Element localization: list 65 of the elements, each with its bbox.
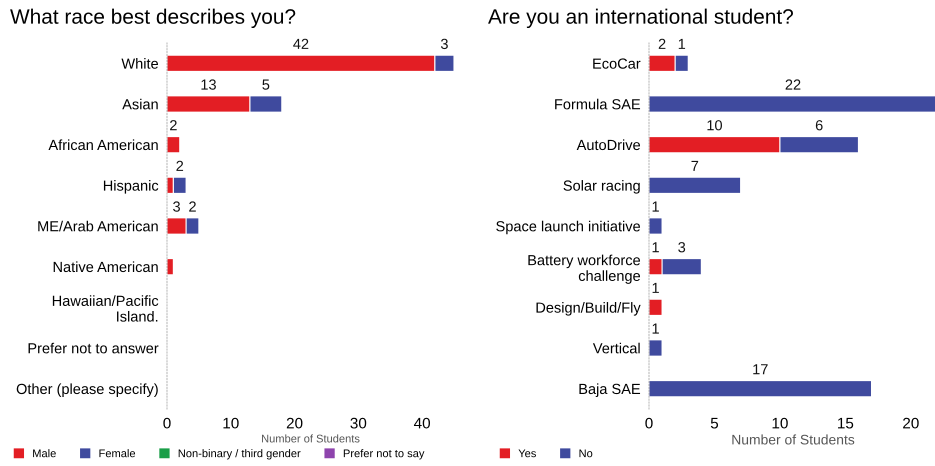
y-tick-label: African American [48, 139, 158, 150]
data-label: 5 [262, 80, 270, 90]
x-tick-label: 0 [645, 418, 653, 429]
data-label: 3 [440, 38, 448, 50]
x-tick-label: 5 [710, 418, 718, 429]
legend-label: Female [99, 449, 136, 458]
bar [649, 217, 663, 235]
data-label: 2 [176, 160, 184, 171]
data-label: 2 [170, 120, 177, 130]
y-tick-label: EcoCar [593, 58, 640, 69]
legend-label: Male [33, 449, 56, 458]
data-label: 1 [652, 202, 659, 212]
y-tick-label: Battery workforce challenge [528, 254, 640, 284]
data-label: 42 [293, 38, 308, 49]
y-tick-label: Design/Build/Fly [536, 302, 641, 316]
x-tick-label: 20 [903, 418, 919, 429]
y-tick-label: ME/Arab American [38, 220, 158, 232]
y-tick-label: Hispanic [104, 180, 158, 194]
data-label: 7 [692, 160, 698, 171]
bar [167, 136, 180, 154]
legend-label: Non-binary / third gender [178, 449, 301, 460]
x-tick-label: 10 [223, 418, 239, 429]
x-axis-title: Number of Students [732, 434, 854, 445]
chart-title: Are you an international student? [488, 8, 793, 28]
x-tick-label: 30 [350, 418, 366, 429]
bar [167, 258, 174, 276]
legend-label: Prefer not to say [344, 449, 424, 460]
bar [649, 298, 663, 316]
y-tick-label: Formula SAE [555, 98, 640, 110]
y-tick-label: White [121, 58, 158, 69]
legend-label: No [579, 450, 592, 458]
y-tick-label: Space launch initiative [496, 220, 640, 234]
data-label: 13 [201, 79, 216, 90]
y-tick-label: Prefer not to answer [28, 342, 158, 354]
y-tick-label: Hawaiian/Pacific Island. [52, 295, 158, 322]
y-tick-label: Asian [122, 98, 158, 110]
data-label: 3 [678, 242, 686, 252]
data-label: 10 [707, 120, 722, 130]
y-tick-label: Other (please specify) [16, 383, 158, 397]
x-axis-title: Number of Students [262, 434, 360, 443]
data-label: 3 [173, 201, 180, 212]
x-tick-label: 0 [163, 418, 171, 429]
bar [649, 339, 663, 357]
y-tick-label: AutoDrive [576, 139, 640, 150]
legend-label: Yes [518, 450, 536, 458]
data-label: 1 [678, 38, 686, 49]
y-tick-label: Solar racing [564, 180, 640, 194]
data-label: 17 [753, 364, 768, 374]
x-tick-label: 40 [414, 418, 430, 429]
data-label: 2 [189, 201, 196, 212]
data-label: 1 [652, 242, 659, 252]
y-tick-label: Vertical [592, 342, 640, 354]
x-tick-label: 10 [772, 418, 788, 429]
x-tick-label: 15 [838, 418, 854, 429]
bar [649, 380, 872, 398]
data-label: 1 [652, 282, 659, 293]
x-tick-label: 20 [286, 418, 302, 429]
data-label: 22 [786, 79, 800, 90]
data-label: 1 [652, 324, 659, 334]
bar [649, 176, 742, 194]
data-label: 6 [816, 120, 823, 130]
data-label: 2 [658, 38, 666, 49]
y-tick-label: Native American [54, 261, 158, 272]
chart-title: What race best describes you? [10, 8, 296, 28]
y-tick-label: Baja SAE [579, 383, 640, 397]
